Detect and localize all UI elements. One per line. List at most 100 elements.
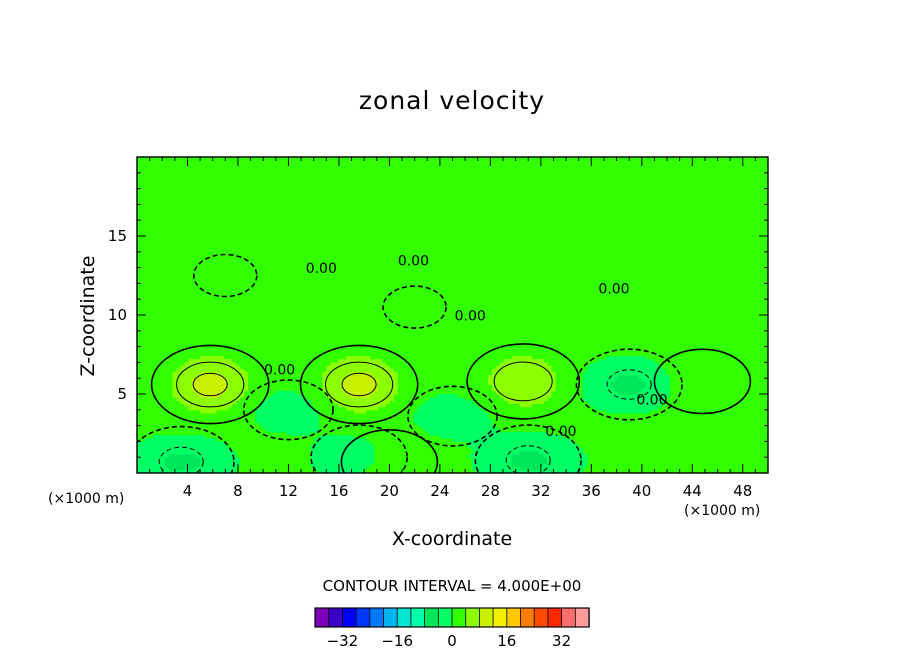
field-cell: [137, 454, 142, 458]
field-cell: [661, 371, 667, 376]
field-cell: [633, 378, 639, 382]
field-cell: [452, 397, 458, 401]
field-cell: [464, 422, 469, 427]
field-cell: [626, 368, 631, 373]
field-cell: [444, 397, 450, 401]
contour-line-positive: [192, 372, 228, 397]
field-cell: [531, 435, 536, 439]
field-cell: [140, 447, 146, 452]
field-cell: [219, 406, 225, 411]
field-cell: [286, 394, 292, 398]
field-cell: [653, 390, 659, 395]
field-cell: [523, 403, 529, 408]
field-cell: [184, 444, 189, 449]
field-cell: [456, 428, 461, 433]
field-cell: [649, 368, 655, 373]
field-cell: [156, 463, 162, 468]
field-cell: [207, 365, 213, 370]
field-cell: [594, 384, 600, 389]
field-cell: [298, 400, 304, 405]
field-cell: [511, 438, 517, 442]
field-cell: [353, 444, 359, 449]
field-cell: [511, 384, 517, 389]
field-cell: [464, 409, 469, 414]
field-cell: [507, 365, 513, 370]
field-cell: [622, 365, 627, 370]
field-cell: [346, 362, 351, 367]
field-cell: [255, 416, 260, 420]
field-cell: [330, 463, 335, 468]
field-cell: [152, 457, 158, 461]
field-cell: [460, 428, 465, 433]
field-cell: [271, 406, 276, 411]
field-cell: [196, 400, 201, 405]
contour-label: 0.00: [398, 253, 429, 269]
field-cell: [606, 381, 611, 386]
field-cell: [263, 419, 268, 424]
field-cell: [436, 431, 442, 436]
field-cell: [322, 435, 327, 439]
field-cell: [578, 469, 584, 473]
field-cell: [547, 444, 552, 449]
field-cell: [160, 454, 166, 458]
field-cell: [456, 397, 461, 401]
field-cell: [215, 454, 221, 458]
field-cell: [160, 466, 166, 471]
field-cell: [342, 435, 347, 439]
field-cell: [586, 375, 592, 379]
field-cell: [172, 444, 178, 449]
field-cell: [547, 441, 552, 446]
field-cell: [286, 403, 292, 408]
field-cell: [389, 390, 394, 395]
field-cell: [558, 447, 564, 452]
field-cell: [275, 419, 280, 424]
field-cell: [148, 447, 154, 452]
field-cell: [180, 387, 185, 392]
field-cell: [310, 460, 316, 465]
field-cell: [582, 460, 588, 465]
field-cell: [322, 441, 327, 446]
field-cell: [641, 400, 647, 405]
field-cell: [207, 447, 213, 452]
field-cell: [448, 403, 454, 408]
field-cell: [322, 450, 327, 455]
field-cell: [641, 403, 647, 408]
field-cell: [215, 384, 221, 389]
field-cell: [227, 381, 233, 386]
field-cell: [365, 454, 371, 458]
field-cell: [499, 394, 505, 398]
field-cell: [586, 394, 592, 398]
field-cell: [353, 463, 359, 468]
field-cell: [523, 365, 529, 370]
field-cell: [511, 466, 517, 471]
field-cell: [562, 457, 568, 461]
field-cell: [346, 397, 351, 401]
field-cell: [610, 378, 615, 382]
field-cell: [622, 409, 627, 414]
field-cell: [452, 419, 458, 424]
field-cell: [188, 444, 193, 449]
field-cell: [527, 431, 532, 436]
contour-field: [137, 157, 768, 473]
field-cell: [519, 371, 525, 376]
field-cell: [353, 466, 359, 471]
field-cell: [641, 397, 647, 401]
field-cell: [334, 444, 339, 449]
field-cell: [369, 365, 375, 370]
field-cell: [487, 381, 493, 386]
field-cell: [219, 460, 225, 465]
field-cell: [373, 375, 379, 379]
field-cell: [484, 441, 489, 446]
field-cell: [653, 406, 659, 411]
field-cell: [196, 463, 201, 468]
field-cell: [271, 394, 276, 398]
field-cell: [539, 457, 544, 461]
field-cell: [188, 466, 193, 471]
field-cell: [555, 450, 560, 455]
field-cell: [472, 460, 477, 465]
field-cell: [602, 406, 607, 411]
field-cell: [263, 409, 268, 414]
field-cell: [539, 441, 544, 446]
field-cell: [342, 450, 347, 455]
field-cell: [507, 454, 513, 458]
